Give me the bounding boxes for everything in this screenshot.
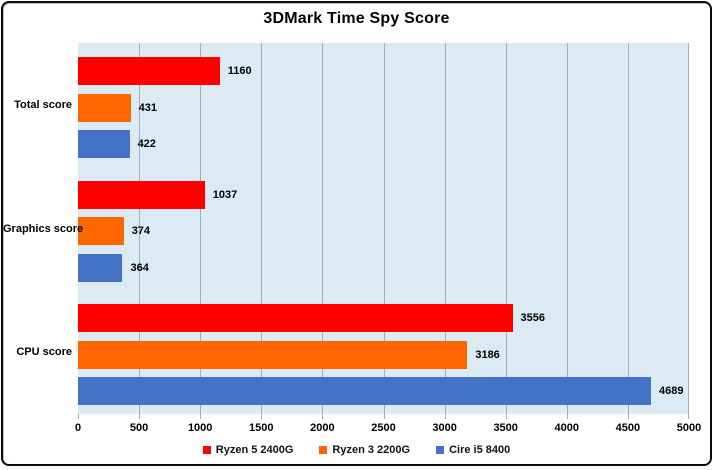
gridline [505, 43, 507, 414]
legend-label: Cire i5 8400 [449, 444, 511, 456]
bar-ryzen-3-2200g [78, 217, 124, 246]
x-tick-label: 2500 [371, 422, 396, 434]
bar-ryzen-3-2200g [78, 93, 131, 122]
legend-label: Ryzen 5 2400G [215, 444, 294, 456]
chart-title: 3DMark Time Spy Score [263, 10, 450, 27]
x-tick-label: 1000 [187, 422, 213, 434]
x-tick-label: 3500 [493, 422, 518, 434]
bar-value-label: 374 [131, 225, 151, 238]
bar-ryzen-3-2200g [78, 340, 468, 369]
bar-value-label: 422 [137, 138, 156, 150]
bar-ryzen-5-2400g [78, 180, 205, 209]
legend-item: Cire i5 8400 [436, 444, 510, 456]
x-tick-mark [78, 414, 79, 419]
x-tick-mark [322, 414, 324, 419]
gridline [688, 43, 689, 414]
x-tick-mark [139, 414, 141, 419]
bar-cire-i5-8400 [78, 377, 651, 406]
bar-ryzen-5-2400g [78, 57, 220, 85]
x-tick-label: 0 [74, 422, 82, 434]
bar-value-label: 3556 [520, 312, 546, 325]
x-tick-label: 5000 [676, 422, 702, 434]
gridline [261, 43, 263, 414]
gridline [566, 43, 568, 414]
x-tick-mark [505, 414, 507, 419]
gridline [444, 43, 446, 414]
gridline [322, 43, 324, 414]
bar-value-label: 3186 [475, 348, 500, 361]
bar-value-label: 364 [130, 261, 149, 274]
legend-label: Ryzen 3 2200G [332, 444, 411, 456]
bar-cire-i5-8400 [78, 253, 123, 282]
gridline [383, 43, 385, 414]
legend-item: Ryzen 5 2400G [202, 444, 294, 456]
bar-value-label: 4689 [658, 385, 684, 398]
x-tick-mark [383, 414, 385, 419]
x-tick-label: 500 [129, 422, 149, 434]
legend-swatch-icon [436, 446, 445, 454]
x-tick-mark [261, 414, 263, 419]
bar-value-label: 1037 [212, 188, 238, 201]
x-tick-mark [627, 414, 629, 419]
bar-ryzen-5-2400g [78, 304, 513, 333]
legend-swatch-icon [319, 446, 328, 454]
x-tick-mark [566, 414, 568, 419]
x-tick-mark [200, 414, 202, 419]
category-label: CPU score [16, 346, 72, 359]
bar-cire-i5-8400 [78, 130, 130, 158]
x-tick-label: 1500 [249, 422, 274, 434]
bar-value-label: 1160 [227, 65, 252, 77]
gridline [627, 43, 629, 414]
plot-area: 1160 431 422 1037 374 364 3556 3186 4689 [78, 43, 689, 414]
gridline [139, 43, 141, 414]
category-label: Graphics score [3, 222, 84, 235]
x-tick-label: 2000 [310, 422, 335, 434]
legend-swatch-icon [202, 446, 211, 454]
x-tick-label: 4500 [615, 422, 641, 434]
x-tick-mark [444, 414, 446, 419]
bar-value-label: 431 [138, 101, 158, 114]
legend-item: Ryzen 3 2200G [319, 444, 410, 456]
x-tick-label: 3000 [432, 422, 457, 434]
x-tick-label: 4000 [554, 422, 580, 434]
category-label: Total score [14, 98, 72, 111]
gridline [200, 43, 202, 414]
legend: Ryzen 5 2400G Ryzen 3 2200G Cire i5 8400 [3, 444, 710, 456]
x-tick-mark [688, 414, 689, 419]
